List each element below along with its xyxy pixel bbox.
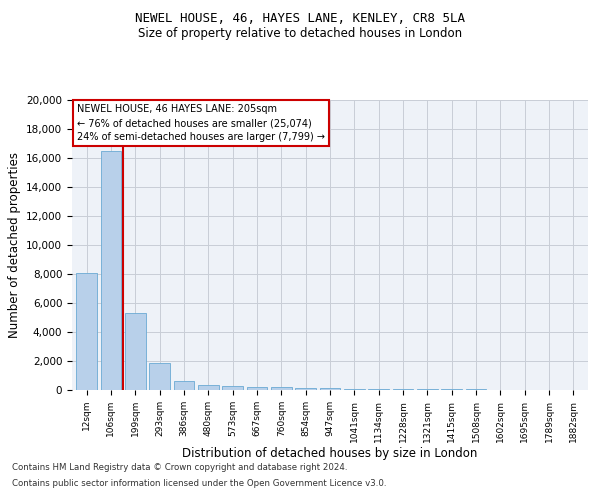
Bar bbox=[417, 389, 438, 390]
Bar bbox=[320, 388, 340, 390]
Bar bbox=[368, 389, 389, 390]
Bar bbox=[173, 380, 194, 390]
Bar bbox=[76, 272, 97, 390]
Bar bbox=[222, 386, 243, 390]
Bar bbox=[392, 389, 413, 390]
Y-axis label: Number of detached properties: Number of detached properties bbox=[8, 152, 20, 338]
Bar bbox=[271, 388, 292, 390]
Bar bbox=[344, 388, 365, 390]
Text: Size of property relative to detached houses in London: Size of property relative to detached ho… bbox=[138, 28, 462, 40]
Text: NEWEL HOUSE, 46, HAYES LANE, KENLEY, CR8 5LA: NEWEL HOUSE, 46, HAYES LANE, KENLEY, CR8… bbox=[135, 12, 465, 26]
Bar bbox=[295, 388, 316, 390]
Bar bbox=[149, 363, 170, 390]
Text: Contains public sector information licensed under the Open Government Licence v3: Contains public sector information licen… bbox=[12, 478, 386, 488]
Text: Contains HM Land Registry data © Crown copyright and database right 2024.: Contains HM Land Registry data © Crown c… bbox=[12, 464, 347, 472]
Bar bbox=[247, 387, 268, 390]
X-axis label: Distribution of detached houses by size in London: Distribution of detached houses by size … bbox=[182, 448, 478, 460]
Bar bbox=[125, 313, 146, 390]
Bar bbox=[101, 151, 121, 390]
Bar bbox=[198, 385, 218, 390]
Text: NEWEL HOUSE, 46 HAYES LANE: 205sqm
← 76% of detached houses are smaller (25,074): NEWEL HOUSE, 46 HAYES LANE: 205sqm ← 76%… bbox=[77, 104, 325, 142]
